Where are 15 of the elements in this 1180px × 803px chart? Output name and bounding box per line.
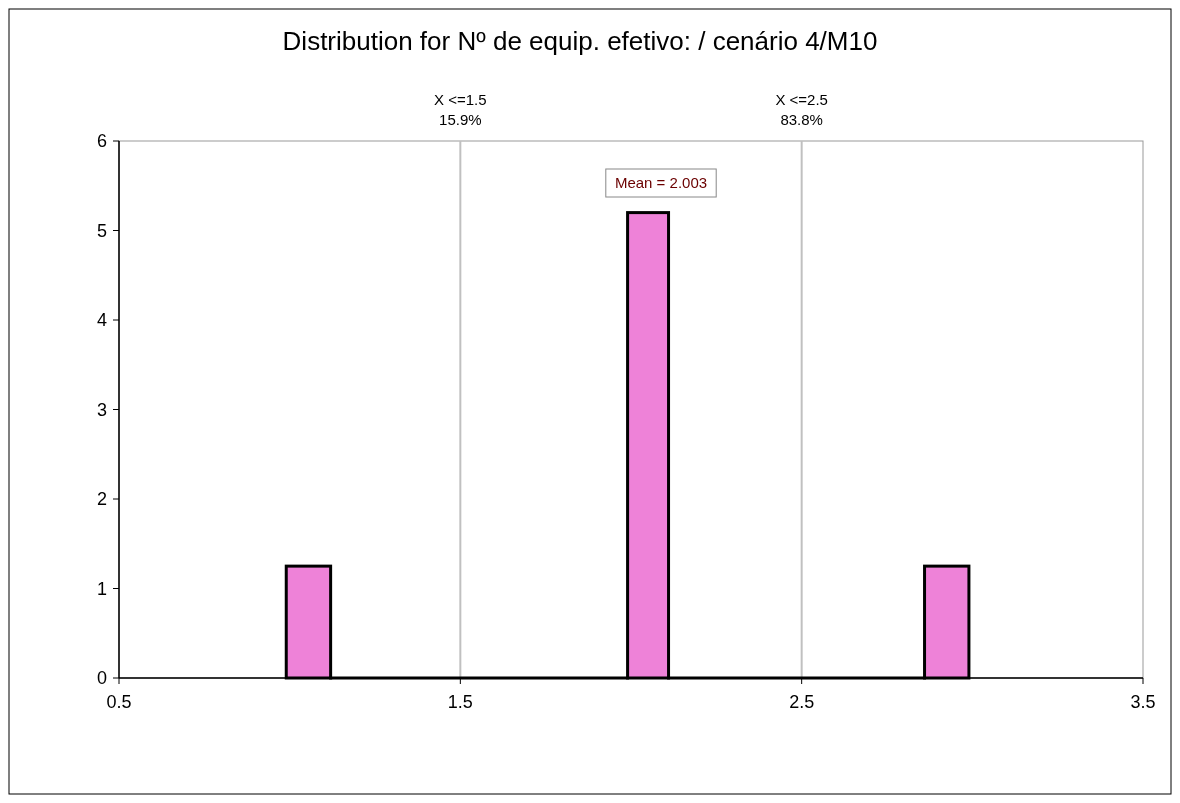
- x-tick-label: 0.5: [106, 692, 132, 712]
- annotation: Mean = 2.003: [614, 174, 708, 192]
- y-tick-label: 1: [96, 578, 107, 599]
- ref-line-label: X <=2.5 83.8%: [775, 91, 828, 128]
- y-tick-label: 6: [96, 131, 107, 152]
- y-tick-label: 3: [96, 399, 107, 420]
- x-tick-label: 3.5: [1130, 692, 1156, 712]
- ref-line-label: X <=1.5 15.9%: [434, 91, 487, 128]
- x-tick-label: 1.5: [447, 692, 473, 712]
- y-tick-label: 2: [96, 489, 107, 510]
- x-tick-label: 2.5: [789, 692, 815, 712]
- chart-title: Distribution for Nº de equip. efetivo: / cenário 4/M10: [282, 26, 878, 56]
- y-tick-label: 4: [96, 310, 107, 331]
- y-tick-label: 0: [96, 668, 107, 689]
- y-tick-label: 5: [96, 220, 107, 241]
